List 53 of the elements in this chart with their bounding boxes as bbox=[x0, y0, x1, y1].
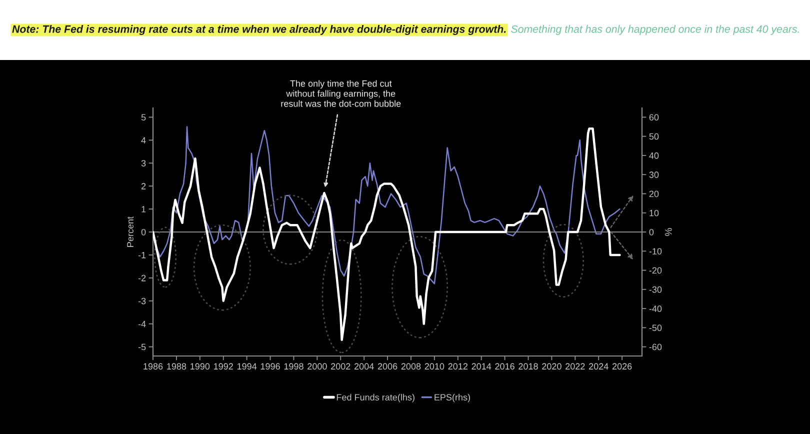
y2-tick-label: 20 bbox=[649, 190, 659, 198]
x-tick-label: 1998 bbox=[284, 363, 304, 370]
line-series bbox=[153, 128, 621, 342]
chart-title: Note: The Fed is resuming rate cuts at a time when we already have double-digit earnings growth. bbox=[12, 25, 506, 35]
x-tick-label: 2022 bbox=[566, 363, 585, 370]
y-axis-title: Percent bbox=[127, 216, 134, 247]
x-tick-label: 1994 bbox=[237, 363, 257, 370]
y2-tick-label: 50 bbox=[649, 133, 659, 140]
x-tick-label: 2006 bbox=[378, 363, 398, 370]
x-tick-label: 2016 bbox=[495, 363, 514, 370]
x-tick-label: 1992 bbox=[214, 363, 233, 370]
x-tick-label: 2010 bbox=[424, 363, 444, 370]
y2-tick-label: 10 bbox=[650, 210, 659, 216]
x-tick-label: 2008 bbox=[401, 363, 421, 370]
y2-tick-label: -20 bbox=[649, 267, 662, 274]
y2-tick-label: 60 bbox=[649, 114, 659, 121]
y-tick-label: 0 bbox=[141, 228, 146, 236]
y2-tick-label: 40 bbox=[649, 152, 659, 159]
legend-label: EPS(rhs) bbox=[434, 394, 470, 402]
y-tick-label: 4 bbox=[141, 137, 146, 144]
legend-label: Fed Funds rate(lhs) bbox=[336, 394, 414, 402]
y-tick-label: 3 bbox=[141, 160, 146, 166]
y-tick-label: -5 bbox=[138, 344, 146, 350]
chart-subtitle: Something that has only happened once in the past 40 years. bbox=[511, 25, 799, 35]
y-tick-label: -2 bbox=[138, 274, 146, 282]
y-tick-label: -3 bbox=[138, 298, 146, 304]
x-tick-label: 2000 bbox=[308, 363, 327, 370]
y-tick-label: -4 bbox=[138, 320, 146, 328]
y-tick-label: -1 bbox=[138, 252, 146, 258]
x-tick-label: 1988 bbox=[167, 363, 186, 370]
y2-tick-label: -40 bbox=[649, 306, 662, 312]
y2-tick-label: 30 bbox=[649, 172, 659, 178]
x-tick-label: 2002 bbox=[331, 363, 350, 370]
annotation: The only time the Fed cut without falling earnings, the result was the dot-com bubble bbox=[281, 80, 401, 107]
x-tick-label: 1990 bbox=[190, 363, 210, 370]
y-tick-label: 2 bbox=[141, 183, 146, 190]
x-tick-label: 2014 bbox=[472, 363, 492, 370]
x-tick-label: 2004 bbox=[354, 363, 374, 370]
x-tick-label: 2020 bbox=[542, 363, 562, 370]
y2-tick-label: -30 bbox=[649, 286, 662, 293]
y2-tick-label: -50 bbox=[649, 324, 662, 332]
y2-tick-label: -10 bbox=[649, 248, 662, 254]
y2-tick-label: -60 bbox=[649, 344, 662, 350]
y-tick-label: 1 bbox=[142, 206, 146, 212]
x-tick-label: 2012 bbox=[448, 363, 468, 370]
x-tick-label: 2026 bbox=[612, 363, 632, 370]
x-tick-label: 1986 bbox=[144, 363, 163, 370]
y2-tick-label: 0 bbox=[649, 228, 654, 236]
x-tick-label: 2024 bbox=[589, 363, 608, 370]
x-tick-label: 1996 bbox=[260, 363, 280, 370]
y-tick-label: 5 bbox=[141, 114, 146, 121]
x-tick-label: 2018 bbox=[518, 363, 538, 370]
y2-axis-title: % bbox=[665, 228, 672, 236]
